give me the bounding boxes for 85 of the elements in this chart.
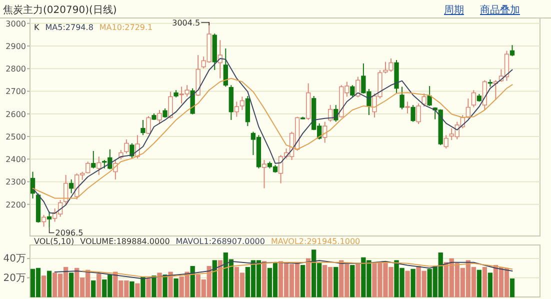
bar <box>405 270 410 298</box>
candlestick <box>422 93 426 108</box>
text: 商品叠加 <box>480 4 520 16</box>
line-series <box>54 260 513 280</box>
candlestick <box>427 86 432 106</box>
candlestick <box>130 142 134 159</box>
candlestick <box>400 86 404 110</box>
bar <box>130 281 134 298</box>
candlestick <box>162 108 168 118</box>
candlestick <box>124 138 129 154</box>
bar <box>356 264 360 298</box>
y-tick-label: 2300 <box>6 178 26 187</box>
text: VOLUME:189884.0000 <box>80 237 170 246</box>
candlestick <box>405 101 410 114</box>
bar <box>140 276 146 298</box>
bar <box>482 266 488 298</box>
candlestick <box>410 104 416 122</box>
bar <box>162 274 168 298</box>
y-tick-label: 2400 <box>6 155 26 164</box>
text: MAVOL1:268907.0000 <box>176 237 265 246</box>
y-tick-label: 2500 <box>6 132 26 142</box>
legend-title: VOL(5,10) <box>34 237 74 246</box>
bar <box>157 272 162 298</box>
candlestick <box>510 44 515 57</box>
annotation: 2096.5 <box>55 228 84 238</box>
candlestick <box>416 102 421 125</box>
y-tick-label: 2200 <box>6 200 26 210</box>
candlestick <box>69 178 74 194</box>
bar <box>410 268 416 298</box>
candlestick <box>471 90 476 108</box>
legend-title: K <box>34 23 40 32</box>
text: 周期 <box>444 4 464 16</box>
bar <box>212 260 217 298</box>
candlestick <box>350 84 355 98</box>
bar <box>168 272 173 298</box>
candlestick <box>91 150 96 169</box>
annotation: 3004.5 <box>172 18 200 28</box>
bar <box>218 260 222 298</box>
candlestick <box>146 116 151 134</box>
candlestick <box>328 104 333 122</box>
candlestick <box>444 134 448 149</box>
chart-title: 焦炭主力(020790)(日线) <box>3 4 117 16</box>
candlestick <box>168 91 173 119</box>
text: MAVOL2:291945.1000 <box>270 237 360 246</box>
line-series <box>82 262 513 278</box>
bar <box>300 265 306 298</box>
text: MA5:2794.8 <box>45 23 94 32</box>
y-tick-label: 2700 <box>6 87 26 96</box>
bar <box>350 265 355 298</box>
candlestick <box>245 95 250 127</box>
candlestick <box>86 161 90 174</box>
candlestick <box>140 119 146 136</box>
candlestick <box>466 98 470 119</box>
candlestick <box>46 211 52 228</box>
bar <box>96 274 102 298</box>
bar <box>476 270 482 298</box>
bar <box>306 258 311 298</box>
candlestick <box>322 121 328 144</box>
y-tick-label: 2600 <box>6 110 26 119</box>
bar <box>488 272 493 298</box>
candlestick <box>41 214 46 228</box>
bar <box>91 280 96 298</box>
candlestick <box>262 160 267 189</box>
y-tick-label: 20万 <box>3 272 26 284</box>
bar <box>41 276 46 298</box>
candlestick <box>63 174 68 206</box>
bar <box>46 270 52 298</box>
candlestick <box>157 110 162 125</box>
bar <box>334 266 338 298</box>
candlestick <box>223 48 228 88</box>
bar <box>146 278 151 298</box>
y-tick-label: 3000 <box>6 19 26 28</box>
y-tick-label: 2900 <box>6 42 26 52</box>
bar <box>152 276 156 298</box>
bar <box>190 266 195 298</box>
bar <box>262 261 267 298</box>
bar <box>69 272 74 298</box>
bar <box>510 278 515 298</box>
y-tick-label: 2800 <box>6 64 26 74</box>
bar <box>135 283 140 298</box>
candlestick <box>96 156 102 176</box>
y-tick-label: 40万 <box>3 254 26 265</box>
bar <box>174 278 178 298</box>
text: MA10:2729.1 <box>99 23 153 32</box>
candlestick <box>356 76 360 98</box>
